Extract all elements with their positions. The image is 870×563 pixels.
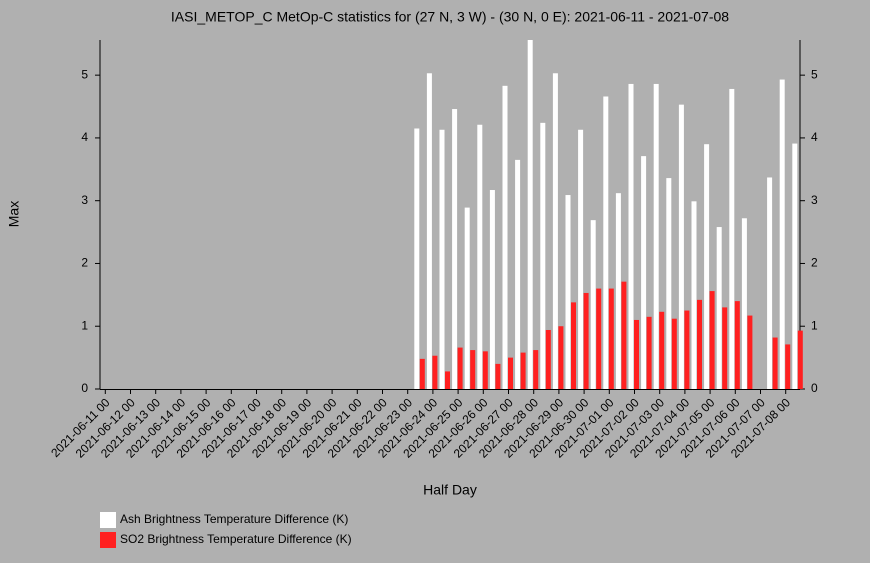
bar [439, 129, 445, 389]
y-tick-label: 0 [81, 381, 88, 395]
bar [571, 302, 576, 389]
bar [578, 129, 584, 389]
bar [797, 330, 803, 389]
bar [419, 358, 425, 389]
bar [470, 350, 476, 389]
bar [779, 79, 785, 389]
x-axis-label: Half Day [423, 482, 477, 498]
bar [540, 122, 546, 390]
bar [495, 363, 501, 389]
y2-tick-label: 3 [811, 193, 818, 207]
y2-tick-label: 5 [811, 67, 818, 81]
bar [628, 83, 634, 390]
y2-tick-label: 4 [811, 130, 818, 144]
bar [590, 220, 596, 389]
bar [709, 291, 715, 389]
bar [697, 299, 702, 389]
bar [772, 337, 778, 389]
bar [734, 301, 740, 389]
bar [565, 195, 571, 389]
bar [445, 371, 450, 389]
bar [659, 311, 665, 389]
legend-label: SO2 Brightness Temperature Difference (K… [120, 532, 352, 546]
bar [482, 351, 488, 389]
bar [452, 109, 458, 390]
bar [722, 307, 728, 389]
bar [426, 73, 432, 390]
y2-tick-label: 0 [811, 381, 818, 395]
bar [621, 281, 627, 389]
legend-label: Ash Brightness Temperature Difference (K… [120, 512, 348, 526]
chart-title: IASI_METOP_C MetOp-C statistics for (27 … [171, 9, 729, 25]
legend-swatch [100, 532, 116, 548]
bar [729, 88, 735, 389]
bar [432, 355, 438, 389]
bar [785, 344, 791, 389]
bar [583, 292, 589, 389]
bar [414, 128, 420, 389]
bar [520, 352, 526, 389]
y-tick-label: 3 [81, 193, 88, 207]
bar [603, 96, 609, 390]
bar [615, 193, 621, 389]
bar [489, 190, 495, 389]
bar [533, 350, 539, 389]
y-tick-label: 5 [81, 67, 88, 81]
bar [704, 144, 710, 389]
bar [666, 178, 672, 389]
bar [608, 288, 614, 389]
bar [653, 83, 659, 390]
y-tick-label: 2 [81, 256, 88, 270]
bar [691, 201, 697, 389]
bar [792, 143, 798, 389]
bar [558, 326, 564, 389]
bar [508, 357, 513, 389]
bar [747, 315, 753, 389]
y-tick-label: 1 [81, 318, 88, 332]
bar [527, 40, 533, 389]
bar [646, 316, 652, 389]
y2-tick-label: 1 [811, 318, 818, 332]
bar [457, 347, 463, 389]
bar [545, 329, 551, 389]
y2-tick-label: 2 [811, 256, 818, 270]
legend-swatch [100, 512, 116, 528]
bar [671, 318, 677, 389]
bar [741, 218, 747, 389]
bar [641, 156, 647, 389]
bar [684, 310, 690, 389]
bar [502, 85, 508, 389]
bar [464, 207, 470, 389]
bar [552, 73, 558, 390]
y-axis-label: Max [6, 201, 22, 227]
bar [634, 319, 639, 389]
bar [515, 159, 521, 389]
bar [767, 177, 773, 389]
y-tick-label: 4 [81, 130, 88, 144]
bar [678, 104, 684, 389]
bar [716, 227, 722, 389]
bar [596, 288, 602, 389]
bar [477, 124, 483, 390]
